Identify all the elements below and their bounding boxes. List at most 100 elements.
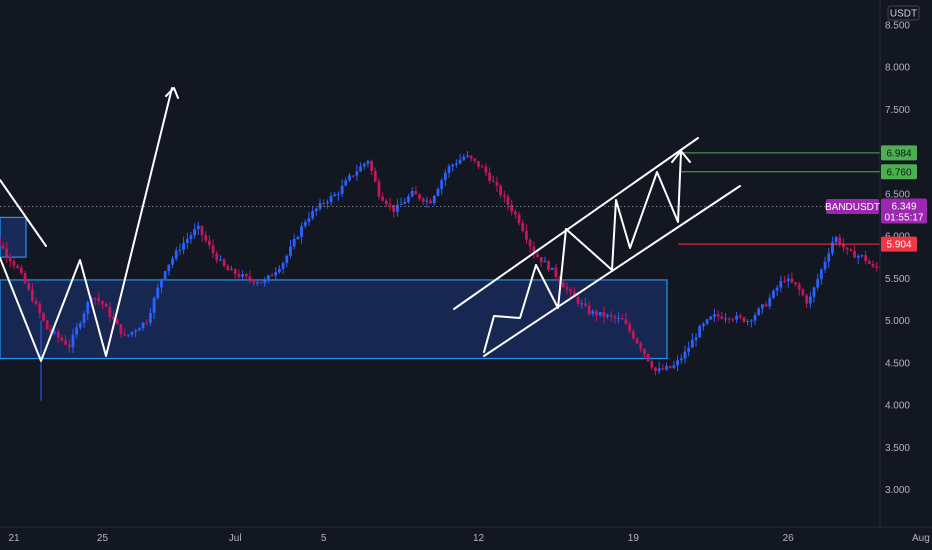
candle-body-217 (779, 280, 783, 288)
candle-body-69 (233, 269, 237, 275)
candle-body-135 (477, 161, 480, 167)
candle-body-76 (259, 282, 263, 284)
candle-body-233 (838, 237, 842, 245)
candle-body-38 (119, 324, 123, 335)
candle-body-150 (532, 246, 536, 255)
candle-body-42 (134, 330, 138, 332)
candle-body-41 (130, 331, 134, 335)
candle-body-162 (576, 296, 580, 304)
price-level-tag-0 (881, 145, 917, 161)
candle-body-6 (1, 245, 5, 249)
candle-body-232 (834, 237, 838, 243)
candle-body-207 (742, 317, 746, 322)
price-tick-label-2: 7.500 (885, 105, 910, 116)
candle-body-72 (244, 274, 248, 277)
candle-body-183 (654, 367, 657, 372)
candle-body-48 (156, 287, 160, 298)
candle-body-123 (432, 195, 436, 204)
candle-body-155 (550, 267, 554, 270)
candle-body-218 (783, 280, 786, 282)
candle-body-225 (808, 296, 812, 304)
candle-body-25 (71, 334, 75, 348)
price-tick-label-0: 8.500 (885, 20, 910, 31)
time-axis[interactable]: 2125Jul5121926Aug59 (8, 533, 932, 544)
candle-body-237 (853, 250, 856, 258)
candle-body-177 (631, 331, 635, 339)
candle-body-16 (38, 303, 42, 314)
candle-body-171 (609, 314, 613, 317)
candle-body-149 (528, 239, 532, 247)
candle-body-45 (145, 322, 149, 324)
candle-body-113 (396, 204, 399, 212)
candle-body-92 (318, 202, 322, 209)
candle-body-174 (620, 318, 624, 320)
candle-body-181 (646, 354, 650, 362)
candle-body-89 (307, 218, 311, 222)
price-tick-label-7: 5.000 (885, 316, 910, 327)
candle-body-39 (123, 334, 126, 336)
candle-body-136 (480, 166, 484, 168)
candle-body-152 (539, 257, 543, 263)
candle-body-206 (738, 315, 742, 318)
candle-body-216 (775, 287, 779, 291)
candle-body-159 (565, 287, 569, 290)
candle-body-184 (657, 368, 661, 372)
candle-body-75 (255, 282, 259, 284)
candle-body-157 (558, 277, 562, 283)
candle-body-10 (16, 265, 20, 268)
candle-body-134 (473, 158, 477, 162)
candle-body-188 (672, 365, 676, 368)
candle-body-194 (694, 337, 698, 340)
candle-body-219 (786, 278, 790, 282)
candle-body-108 (377, 181, 381, 197)
price-axis[interactable]: 8.5008.0007.5007.0006.5006.0005.5005.000… (885, 20, 910, 496)
candle-body-96 (333, 194, 337, 197)
candle-body-235 (845, 247, 849, 250)
candle-body-46 (149, 312, 152, 323)
candle-body-17 (42, 313, 45, 321)
candle-body-73 (248, 276, 252, 280)
currency-label[interactable]: USDT (887, 5, 920, 21)
candle-body-208 (746, 320, 750, 322)
price-tick-label-8: 4.500 (885, 358, 910, 369)
candle-body-32 (97, 298, 101, 302)
candle-body-62 (207, 240, 211, 246)
candle-body-121 (425, 200, 429, 202)
candle-body-212 (760, 304, 764, 309)
candle-body-102 (355, 171, 359, 176)
candle-body-201 (720, 316, 724, 319)
candle-body-241 (867, 260, 871, 264)
candle-body-222 (797, 284, 801, 290)
candle-body-36 (112, 316, 115, 320)
candle-body-195 (698, 326, 702, 338)
countdown-label: 01:55:17 (885, 213, 924, 224)
candle-body-70 (237, 274, 241, 277)
candle-body-175 (624, 319, 628, 325)
candle-body-18 (45, 320, 49, 330)
candle-body-197 (705, 319, 709, 324)
candle-body-90 (311, 211, 315, 219)
candle-body-242 (871, 263, 875, 267)
candle-body-79 (270, 275, 274, 277)
candle-body-26 (75, 327, 79, 335)
candle-body-117 (410, 191, 414, 197)
price-tick-label-6: 5.500 (885, 274, 910, 285)
candle-body-105 (366, 161, 370, 164)
candle-body-214 (768, 297, 772, 307)
candle-body-65 (219, 259, 222, 261)
candle-body-53 (174, 250, 178, 259)
candle-body-161 (572, 291, 576, 297)
arrow-head-right (671, 150, 691, 163)
price-level-tag-1 (881, 164, 917, 180)
candle-body-40 (126, 334, 130, 336)
candle-body-203 (727, 318, 731, 320)
candle-body-116 (407, 196, 410, 202)
price-axis-panel (880, 0, 932, 550)
candle-body-189 (676, 360, 679, 366)
candle-body-156 (554, 267, 558, 278)
support-zone (0, 279, 668, 360)
candle-body-213 (764, 304, 768, 307)
candle-body-120 (421, 198, 425, 202)
candle-body-61 (204, 235, 208, 241)
